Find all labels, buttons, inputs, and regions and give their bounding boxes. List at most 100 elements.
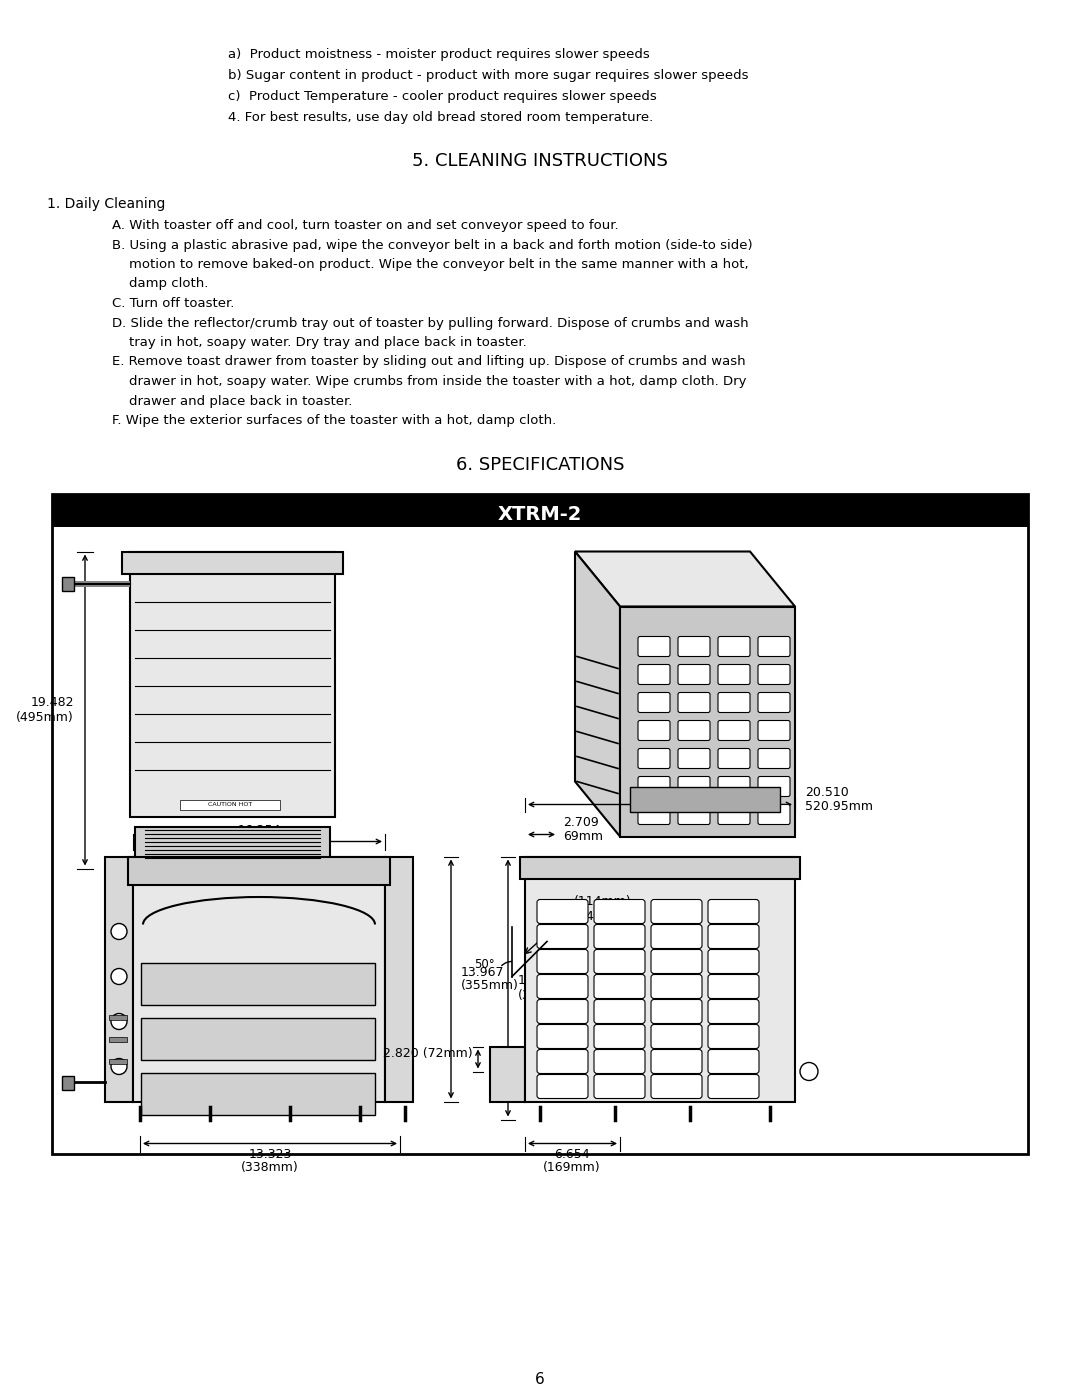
FancyBboxPatch shape: [708, 900, 759, 923]
FancyBboxPatch shape: [537, 999, 588, 1024]
FancyBboxPatch shape: [678, 777, 710, 796]
Bar: [180, 799, 280, 809]
Bar: [519, 856, 800, 879]
FancyBboxPatch shape: [638, 749, 670, 768]
FancyBboxPatch shape: [708, 1049, 759, 1073]
Bar: [135, 827, 330, 869]
FancyBboxPatch shape: [537, 1049, 588, 1073]
FancyBboxPatch shape: [638, 665, 670, 685]
Bar: [109, 1014, 127, 1020]
FancyBboxPatch shape: [678, 805, 710, 824]
Text: a)  Product moistness - moister product requires slower speeds: a) Product moistness - moister product r…: [228, 47, 650, 61]
Text: 6.654: 6.654: [554, 1148, 590, 1161]
Text: B. Using a plastic abrasive pad, wipe the conveyor belt in a back and forth moti: B. Using a plastic abrasive pad, wipe th…: [112, 239, 753, 251]
FancyBboxPatch shape: [678, 665, 710, 685]
FancyBboxPatch shape: [651, 1024, 702, 1049]
FancyBboxPatch shape: [708, 1024, 759, 1049]
Circle shape: [800, 1063, 818, 1080]
FancyBboxPatch shape: [718, 637, 750, 657]
Text: (338mm): (338mm): [241, 1161, 299, 1175]
Text: 520.95mm: 520.95mm: [805, 799, 873, 813]
Bar: [109, 1037, 127, 1042]
Circle shape: [111, 923, 127, 940]
Bar: [141, 1017, 375, 1059]
Bar: [490, 1046, 525, 1101]
Text: 13.967: 13.967: [461, 965, 504, 978]
Text: D. Slide the reflector/crumb tray out of toaster by pulling forward. Dispose of : D. Slide the reflector/crumb tray out of…: [112, 317, 748, 330]
FancyBboxPatch shape: [537, 950, 588, 974]
FancyBboxPatch shape: [638, 805, 670, 824]
Text: 5. CLEANING INSTRUCTIONS: 5. CLEANING INSTRUCTIONS: [413, 152, 667, 170]
Text: 4. For best results, use day old bread stored room temperature.: 4. For best results, use day old bread s…: [228, 110, 653, 124]
Text: 4.493: 4.493: [573, 909, 609, 923]
Text: A. With toaster off and cool, turn toaster on and set conveyor speed to four.: A. With toaster off and cool, turn toast…: [112, 219, 619, 232]
FancyBboxPatch shape: [651, 975, 702, 999]
FancyBboxPatch shape: [708, 950, 759, 974]
Bar: [52, 493, 1028, 527]
FancyBboxPatch shape: [651, 1074, 702, 1098]
Bar: [62, 577, 75, 591]
FancyBboxPatch shape: [638, 693, 670, 712]
Polygon shape: [575, 552, 795, 606]
Polygon shape: [620, 606, 795, 837]
Bar: [141, 963, 375, 1004]
Bar: [630, 787, 780, 812]
Text: 14.967: 14.967: [518, 975, 562, 988]
FancyBboxPatch shape: [718, 749, 750, 768]
FancyBboxPatch shape: [651, 1049, 702, 1073]
Text: (114mm): (114mm): [573, 895, 632, 908]
FancyBboxPatch shape: [758, 721, 789, 740]
FancyBboxPatch shape: [718, 693, 750, 712]
FancyBboxPatch shape: [594, 999, 645, 1024]
Text: 6: 6: [535, 1372, 545, 1387]
FancyBboxPatch shape: [718, 721, 750, 740]
Text: XTRM-2: XTRM-2: [498, 504, 582, 524]
Text: C. Turn off toaster.: C. Turn off toaster.: [112, 298, 234, 310]
FancyBboxPatch shape: [537, 975, 588, 999]
Text: 6. SPECIFICATIONS: 6. SPECIFICATIONS: [456, 455, 624, 474]
Text: CAUTION HOT: CAUTION HOT: [207, 802, 252, 807]
Text: 69mm: 69mm: [563, 830, 603, 842]
Text: E. Remove toast drawer from toaster by sliding out and lifting up. Dispose of cr: E. Remove toast drawer from toaster by s…: [112, 355, 745, 369]
Bar: [384, 856, 413, 1101]
FancyBboxPatch shape: [758, 749, 789, 768]
Text: F. Wipe the exterior surfaces of the toaster with a hot, damp cloth.: F. Wipe the exterior surfaces of the toa…: [112, 414, 556, 427]
Text: (169mm): (169mm): [543, 1161, 600, 1175]
Text: 20.510: 20.510: [805, 785, 849, 799]
Bar: [133, 856, 384, 1101]
FancyBboxPatch shape: [758, 665, 789, 685]
Text: (380mm): (380mm): [518, 989, 576, 1002]
FancyBboxPatch shape: [537, 925, 588, 949]
Text: (495mm): (495mm): [16, 711, 75, 724]
Bar: [105, 856, 133, 1101]
FancyBboxPatch shape: [651, 925, 702, 949]
Text: 16.254: 16.254: [238, 824, 281, 837]
FancyBboxPatch shape: [678, 721, 710, 740]
Text: 50°: 50°: [474, 958, 495, 971]
FancyBboxPatch shape: [594, 1024, 645, 1049]
Bar: [52, 493, 1028, 1154]
Bar: [122, 552, 343, 574]
FancyBboxPatch shape: [537, 1024, 588, 1049]
FancyBboxPatch shape: [651, 950, 702, 974]
Circle shape: [111, 1059, 127, 1074]
FancyBboxPatch shape: [594, 950, 645, 974]
Text: drawer in hot, soapy water. Wipe crumbs from inside the toaster with a hot, damp: drawer in hot, soapy water. Wipe crumbs …: [112, 374, 746, 388]
FancyBboxPatch shape: [708, 999, 759, 1024]
FancyBboxPatch shape: [638, 721, 670, 740]
Text: tray in hot, soapy water. Dry tray and place back in toaster.: tray in hot, soapy water. Dry tray and p…: [112, 337, 527, 349]
FancyBboxPatch shape: [758, 805, 789, 824]
Text: b) Sugar content in product - product with more sugar requires slower speeds: b) Sugar content in product - product wi…: [228, 68, 748, 82]
FancyBboxPatch shape: [708, 975, 759, 999]
Bar: [129, 856, 390, 884]
FancyBboxPatch shape: [594, 925, 645, 949]
Text: (355mm): (355mm): [461, 979, 518, 992]
FancyBboxPatch shape: [708, 1074, 759, 1098]
FancyBboxPatch shape: [678, 637, 710, 657]
Bar: [75, 581, 130, 587]
Text: 13.323: 13.323: [248, 1147, 292, 1161]
FancyBboxPatch shape: [594, 975, 645, 999]
Bar: [141, 1073, 375, 1115]
Text: drawer and place back in toaster.: drawer and place back in toaster.: [112, 394, 352, 408]
FancyBboxPatch shape: [758, 637, 789, 657]
